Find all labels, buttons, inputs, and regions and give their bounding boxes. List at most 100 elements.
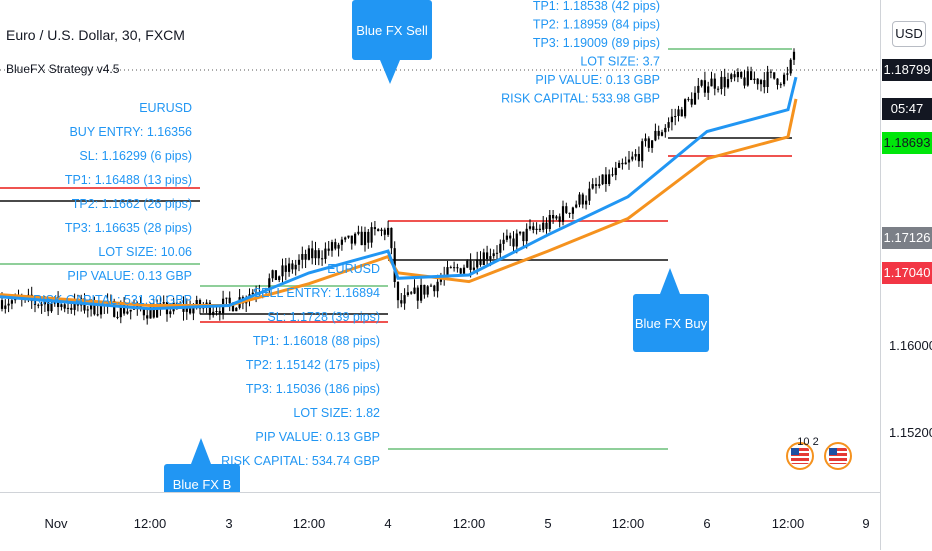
currency-button[interactable]: USD [892,21,926,47]
price-axis[interactable]: 1.16000 1.15200 1.18799 05:47 1.18693 1.… [880,0,932,550]
candle-body [357,231,360,234]
candle-body [482,252,485,265]
candle-body [545,222,548,229]
candle-body [684,99,687,117]
candle-body [647,138,650,148]
candle-body [156,307,159,318]
candle-body [304,254,307,260]
time-tick: 4 [384,516,392,531]
candle-body [396,282,400,301]
candle-body [700,80,703,86]
green-price-tag: 1.18693 [882,132,932,154]
candle-body [786,73,789,75]
usd-event-icon-stripe [791,451,809,453]
candle-body [535,228,538,230]
candle-body [429,285,433,287]
candle-body [651,140,654,148]
usd-event-icon-2-stripe [829,461,847,463]
candle-body [4,305,7,309]
candle-body [733,74,736,78]
candle-body [614,167,617,176]
candle-body [311,248,314,259]
candle-body [43,302,46,305]
event-icons[interactable]: 10 2 [786,436,852,470]
sell-info-line: SL: 1.1728 (39 pips) [267,310,380,324]
buy2-info-line: PIP VALUE: 0.13 GBP [535,73,660,87]
candle-body [0,300,4,309]
candle-body [634,154,637,157]
candle-body [377,229,380,232]
candle-body [126,311,129,314]
candle-body [690,98,693,105]
sell-callout-label: Blue FX Sell [356,23,428,38]
time-tick: Nov [44,516,68,531]
candle-body [321,258,324,260]
usd-event-icon-2-stripe [829,456,847,458]
time-tick: 3 [225,516,233,531]
candle-body [750,71,753,80]
candle-body [660,132,664,136]
candle-body [281,265,284,277]
candle-body [763,80,766,88]
buy2-info-line: LOT SIZE: 3.7 [580,55,660,69]
buy1-info-line: TP3: 1.16635 (28 pips) [65,221,192,235]
candle-body [123,304,126,314]
candle-body [621,162,624,165]
candle-body [462,267,466,274]
candle-body [99,305,103,315]
candle-body [50,303,53,312]
candle-body [492,253,495,257]
sell-info-line: TP1: 1.16018 (88 pips) [253,334,380,348]
candle-body [142,309,145,316]
candle-body [723,76,726,88]
price-tick: 1.15200 [889,425,932,440]
buy1-info-line: SL: 1.16299 (6 pips) [79,149,192,163]
buy2-info-line: TP1: 1.18538 (42 pips) [533,0,660,13]
candle-body [578,194,581,205]
candle-body [268,278,271,289]
candle-body [291,263,294,270]
candle-body [476,259,479,268]
candle-body [116,316,119,318]
candle-body [60,304,63,307]
candle-body [598,184,601,186]
gray-price-tag: 1.17126 [882,227,932,249]
candle-body [769,71,772,73]
candle-body [637,154,640,162]
candle-body [340,239,343,245]
buy2-callout-label: Blue FX Buy [635,316,708,331]
candle-body [403,295,406,304]
candle-body [86,309,89,311]
time-tick: 5 [544,516,552,531]
candle-body [670,116,673,123]
candle-body [667,122,670,128]
buy1-info-line: EURUSD [139,101,192,115]
candle-body [70,307,73,310]
candle-body [522,231,525,242]
candle-body [519,231,522,234]
candle-body [631,156,634,160]
candle-body [119,304,122,318]
candle-body [162,302,165,304]
candle-body [677,109,680,116]
candle-body [370,227,373,243]
candle-body [37,304,40,306]
time-tick: 12:00 [133,516,167,531]
candle-body [297,259,301,265]
candle-body [235,307,238,312]
candle-body [347,235,350,238]
candle-body [495,252,499,254]
candle-body [680,109,683,117]
price-chart[interactable]: EURUSD BUY ENTRY: 1.16356 SL: 1.16299 (6 p… [0,0,880,492]
candle-body [294,264,297,270]
candle-body [561,206,565,222]
time-axis[interactable] [0,492,880,551]
symbol-title: Euro / U.S. Dollar, 30, FXCM [6,27,185,43]
candle-body [453,267,456,269]
candle-body [33,301,37,305]
candle-body [66,307,70,309]
candle-body [674,116,677,117]
candle-body [654,130,657,141]
candle-body [284,265,287,272]
candle-body [373,227,376,230]
